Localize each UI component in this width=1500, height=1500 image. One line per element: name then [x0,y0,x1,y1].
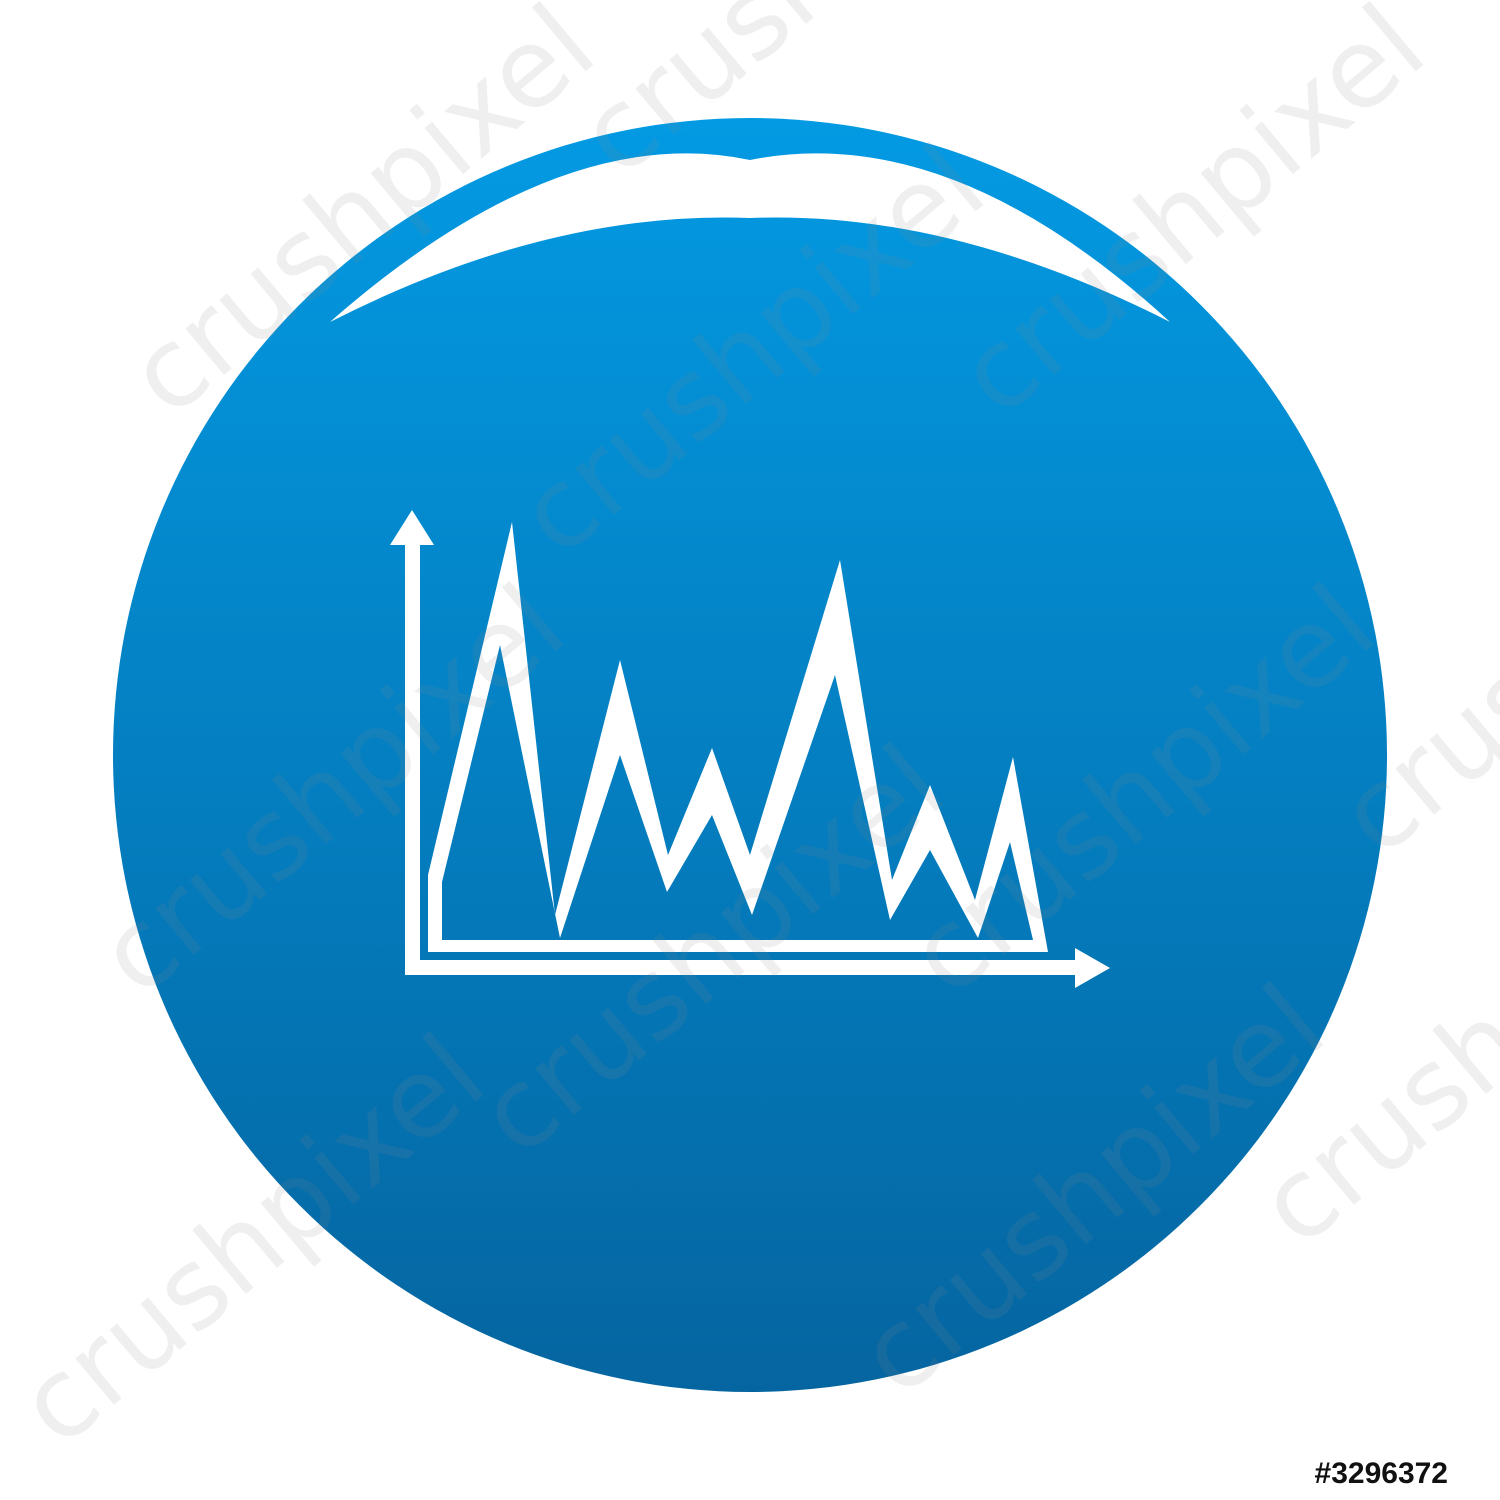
x-arrow [1075,948,1110,988]
highlight-arc [330,153,1170,322]
x-axis [405,960,1085,975]
chart-icon [390,510,1110,988]
blue-circle [113,118,1387,1392]
zigzag-outer [428,522,1048,952]
zigzag-inner [442,645,1033,940]
y-arrow [390,510,434,545]
y-axis [405,540,420,975]
image-id: #3296372 [1315,1457,1448,1490]
